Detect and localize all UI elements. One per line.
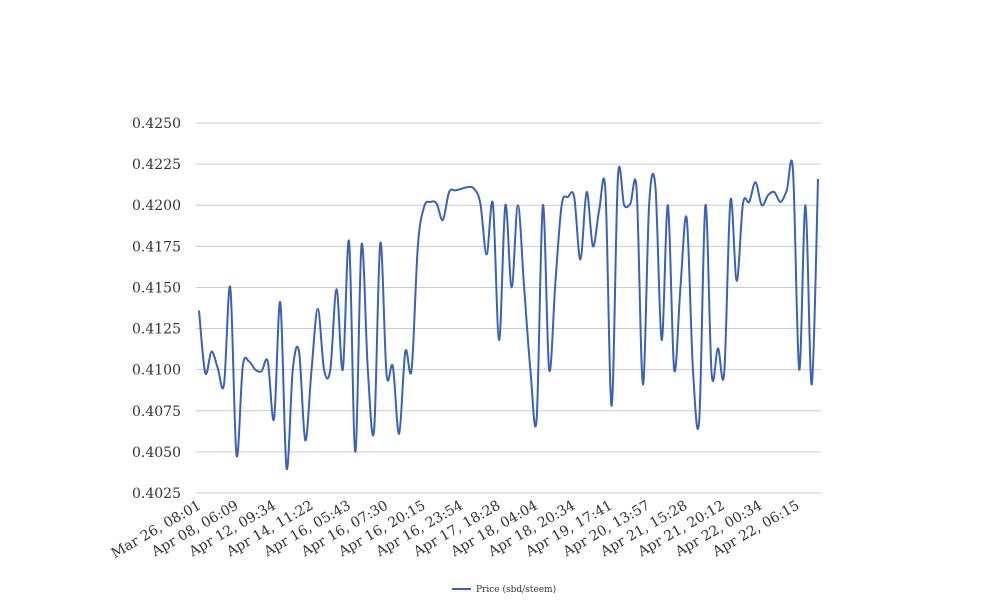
- y-tick-label: 0.4175: [132, 239, 181, 255]
- y-tick-label: 0.4075: [132, 404, 181, 420]
- series-line-price: [198, 159, 819, 471]
- legend-label-price: Price (sbd/steem): [476, 584, 556, 595]
- y-tick-label: 0.4100: [132, 363, 181, 379]
- y-tick-label: 0.4150: [132, 280, 181, 296]
- y-axis-tick-labels: 0.4250 0.4225 0.4200 0.4175 0.4150 0.4125 0.41…: [132, 116, 181, 502]
- series-layer: [198, 159, 819, 471]
- y-tick-label: 0.4125: [132, 322, 181, 338]
- y-tick-label: 0.4225: [132, 157, 181, 173]
- legend: Price (sbd/steem): [452, 584, 556, 595]
- y-tick-label: 0.4025: [132, 486, 181, 502]
- y-tick-label: 0.4200: [132, 198, 181, 214]
- y-tick-label: 0.4250: [132, 116, 181, 132]
- y-tick-label: 0.4050: [132, 445, 181, 461]
